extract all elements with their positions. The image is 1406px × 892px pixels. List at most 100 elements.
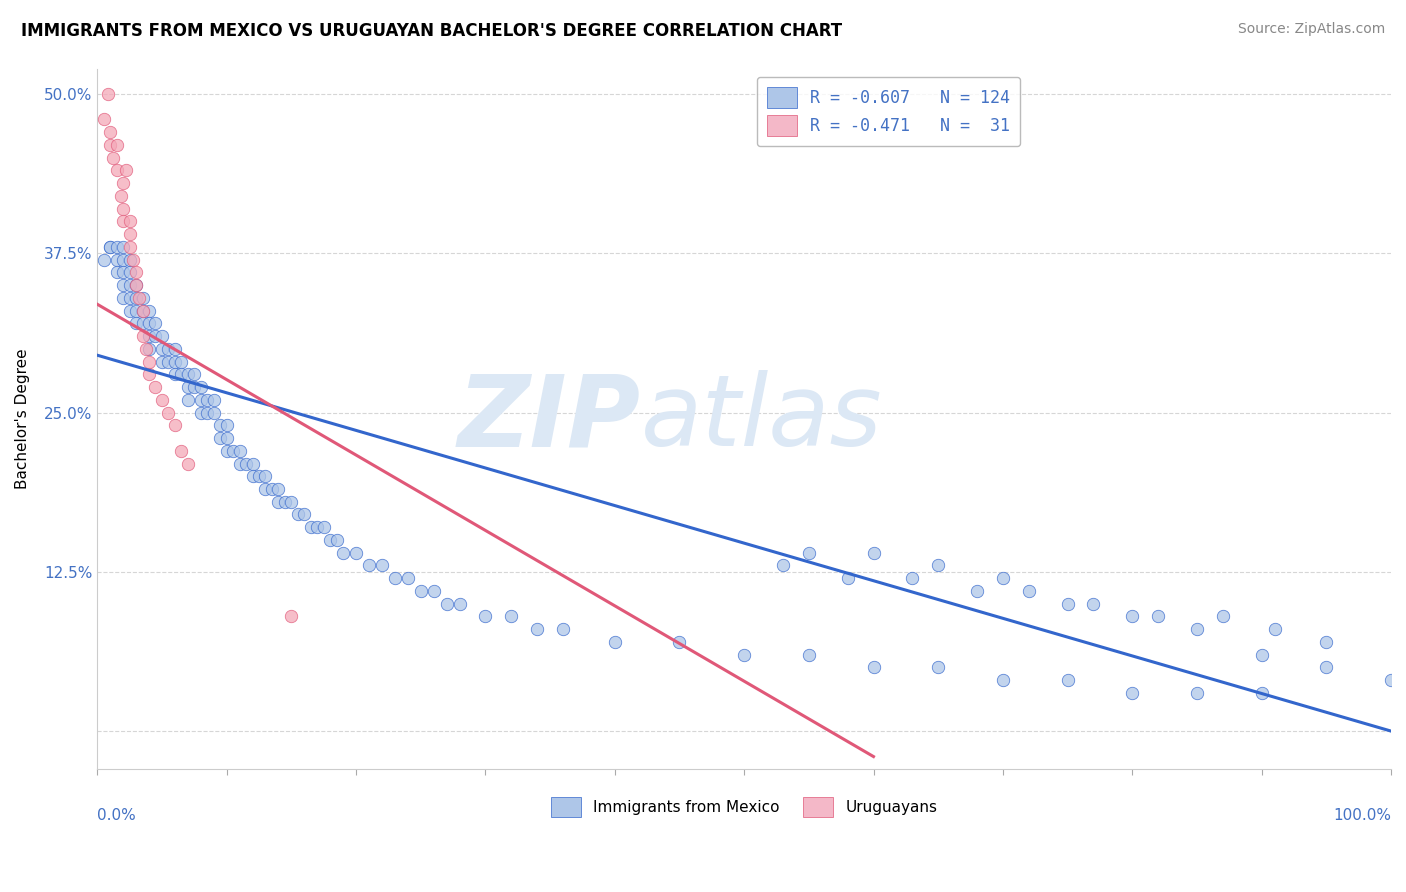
Point	[254, 469, 277, 483]
Point	[449, 597, 471, 611]
Point	[215, 443, 238, 458]
Point	[98, 240, 121, 254]
Point	[526, 622, 548, 636]
Point	[98, 240, 121, 254]
Point	[135, 342, 157, 356]
Point	[118, 303, 141, 318]
Point	[991, 673, 1014, 687]
Point	[215, 418, 238, 433]
Point	[242, 469, 264, 483]
Legend: Immigrants from Mexico, Uruguayans: Immigrants from Mexico, Uruguayans	[543, 789, 945, 825]
Point	[157, 354, 180, 368]
Point	[384, 571, 406, 585]
Point	[1315, 635, 1337, 649]
Point	[183, 380, 205, 394]
Point	[118, 214, 141, 228]
Point	[1379, 673, 1402, 687]
Point	[195, 392, 218, 407]
Point	[131, 329, 153, 343]
Point	[1315, 660, 1337, 674]
Point	[551, 622, 574, 636]
Point	[112, 240, 135, 254]
Point	[202, 392, 225, 407]
Point	[228, 457, 250, 471]
Point	[177, 368, 200, 382]
Point	[422, 583, 444, 598]
Point	[177, 392, 200, 407]
Text: 0.0%: 0.0%	[97, 808, 136, 823]
Point	[1147, 609, 1170, 624]
Point	[138, 354, 160, 368]
Point	[93, 252, 115, 267]
Text: 100.0%: 100.0%	[1333, 808, 1391, 823]
Point	[112, 202, 135, 216]
Point	[991, 571, 1014, 585]
Point	[145, 329, 167, 343]
Point	[131, 303, 153, 318]
Point	[274, 494, 297, 508]
Point	[105, 163, 128, 178]
Point	[837, 571, 859, 585]
Point	[1185, 622, 1208, 636]
Point	[138, 317, 160, 331]
Text: Source: ZipAtlas.com: Source: ZipAtlas.com	[1237, 22, 1385, 37]
Point	[772, 558, 794, 573]
Point	[118, 252, 141, 267]
Point	[228, 443, 250, 458]
Point	[195, 405, 218, 419]
Point	[118, 291, 141, 305]
Point	[215, 431, 238, 445]
Point	[125, 317, 148, 331]
Point	[150, 342, 173, 356]
Point	[150, 329, 173, 343]
Point	[131, 291, 153, 305]
Y-axis label: Bachelor's Degree: Bachelor's Degree	[15, 349, 30, 489]
Point	[966, 583, 988, 598]
Point	[1121, 609, 1143, 624]
Point	[501, 609, 523, 624]
Point	[125, 265, 148, 279]
Point	[112, 214, 135, 228]
Point	[112, 291, 135, 305]
Point	[125, 303, 148, 318]
Point	[118, 240, 141, 254]
Point	[163, 354, 186, 368]
Point	[177, 380, 200, 394]
Point	[209, 418, 232, 433]
Point	[112, 265, 135, 279]
Point	[145, 380, 167, 394]
Point	[170, 443, 193, 458]
Point	[344, 546, 367, 560]
Point	[222, 443, 245, 458]
Point	[267, 482, 290, 496]
Point	[101, 151, 124, 165]
Point	[797, 648, 820, 662]
Point	[409, 583, 432, 598]
Point	[125, 291, 148, 305]
Point	[1083, 597, 1105, 611]
Point	[287, 508, 309, 522]
Point	[797, 546, 820, 560]
Point	[927, 660, 949, 674]
Point	[170, 368, 193, 382]
Point	[1018, 583, 1040, 598]
Point	[1264, 622, 1286, 636]
Point	[260, 482, 283, 496]
Point	[98, 138, 121, 153]
Point	[177, 457, 200, 471]
Point	[163, 368, 186, 382]
Point	[157, 342, 180, 356]
Point	[98, 125, 121, 139]
Point	[312, 520, 335, 534]
Point	[254, 482, 277, 496]
Point	[190, 380, 212, 394]
Point	[319, 533, 342, 547]
Point	[105, 265, 128, 279]
Point	[118, 278, 141, 293]
Point	[267, 494, 290, 508]
Point	[112, 252, 135, 267]
Text: IMMIGRANTS FROM MEXICO VS URUGUAYAN BACHELOR'S DEGREE CORRELATION CHART: IMMIGRANTS FROM MEXICO VS URUGUAYAN BACH…	[21, 22, 842, 40]
Point	[138, 303, 160, 318]
Point	[474, 609, 496, 624]
Point	[299, 520, 322, 534]
